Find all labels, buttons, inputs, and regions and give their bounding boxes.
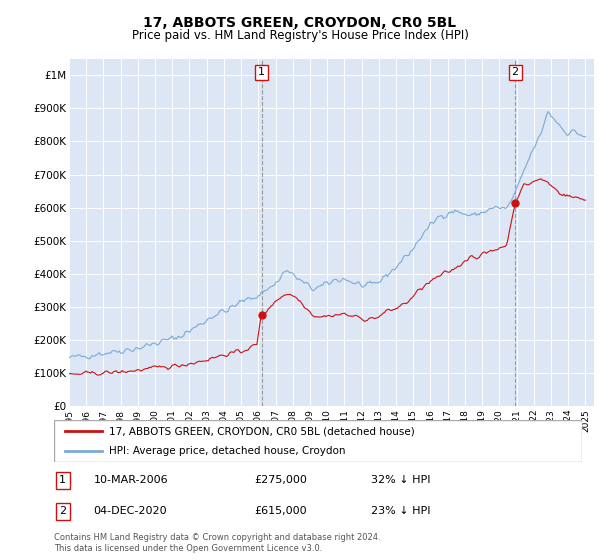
Text: 1: 1 xyxy=(258,68,265,77)
Text: 2: 2 xyxy=(59,506,67,516)
FancyBboxPatch shape xyxy=(54,420,582,462)
Text: HPI: Average price, detached house, Croydon: HPI: Average price, detached house, Croy… xyxy=(109,446,346,456)
Text: 10-MAR-2006: 10-MAR-2006 xyxy=(94,475,168,486)
Text: 32% ↓ HPI: 32% ↓ HPI xyxy=(371,475,430,486)
Text: 04-DEC-2020: 04-DEC-2020 xyxy=(94,506,167,516)
Text: £275,000: £275,000 xyxy=(254,475,308,486)
Text: 2: 2 xyxy=(512,68,519,77)
Text: Contains HM Land Registry data © Crown copyright and database right 2024.
This d: Contains HM Land Registry data © Crown c… xyxy=(54,533,380,553)
Text: 1: 1 xyxy=(59,475,66,486)
Text: 17, ABBOTS GREEN, CROYDON, CR0 5BL (detached house): 17, ABBOTS GREEN, CROYDON, CR0 5BL (deta… xyxy=(109,426,415,436)
Text: £615,000: £615,000 xyxy=(254,506,307,516)
Text: Price paid vs. HM Land Registry's House Price Index (HPI): Price paid vs. HM Land Registry's House … xyxy=(131,29,469,42)
Text: 23% ↓ HPI: 23% ↓ HPI xyxy=(371,506,430,516)
Text: 17, ABBOTS GREEN, CROYDON, CR0 5BL: 17, ABBOTS GREEN, CROYDON, CR0 5BL xyxy=(143,16,457,30)
